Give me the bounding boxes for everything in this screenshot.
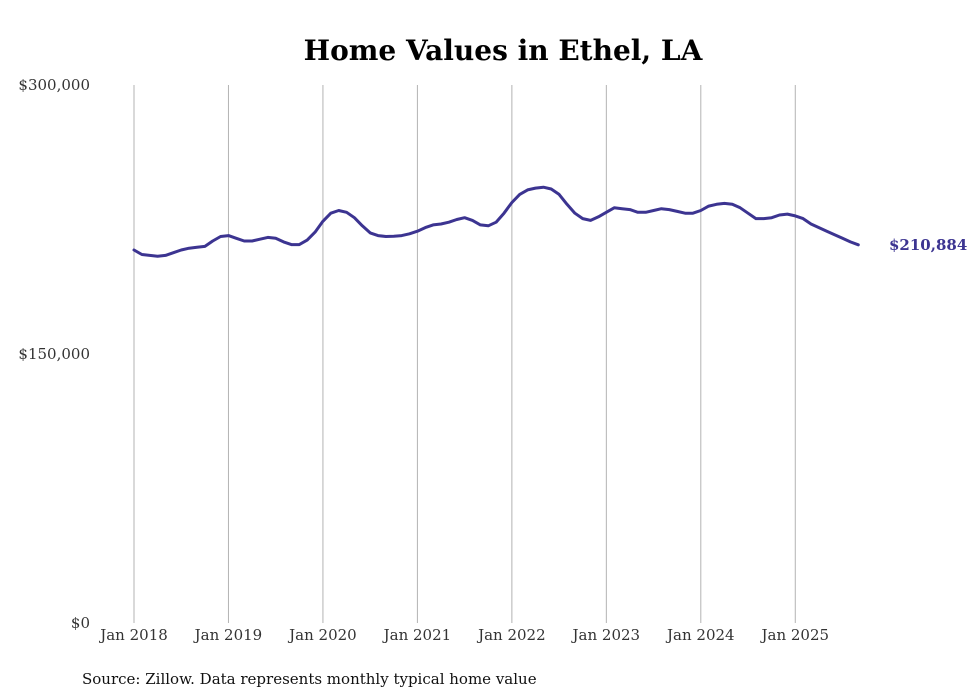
x-tick-label: Jan 2018: [98, 626, 168, 644]
series-line-0: [132, 185, 860, 258]
x-tick-label: Jan 2025: [759, 626, 829, 644]
x-tick-label: Jan 2019: [193, 626, 263, 644]
x-tick-label: Jan 2023: [571, 626, 641, 644]
y-tick-label: $300,000: [18, 76, 90, 94]
x-tick-label: Jan 2022: [476, 626, 546, 644]
gridlines: [133, 85, 796, 623]
y-tick-label: $150,000: [18, 345, 90, 363]
y-tick-label: $0: [71, 614, 90, 632]
x-tick-label: Jan 2024: [665, 626, 735, 644]
series-layer: [132, 185, 860, 258]
y-axis-ticks: $300,000 $150,000 $0: [18, 76, 90, 632]
x-tick-label: Jan 2021: [382, 626, 452, 644]
chart-title: Home Values in Ethel, LA: [304, 34, 704, 67]
last-value-label: $210,884: [889, 236, 967, 254]
source-note: Source: Zillow. Data represents monthly …: [82, 670, 537, 688]
x-tick-label: Jan 2020: [287, 626, 357, 644]
x-axis-ticks: Jan 2018 Jan 2019 Jan 2020 Jan 2021 Jan 2022…: [98, 626, 829, 644]
